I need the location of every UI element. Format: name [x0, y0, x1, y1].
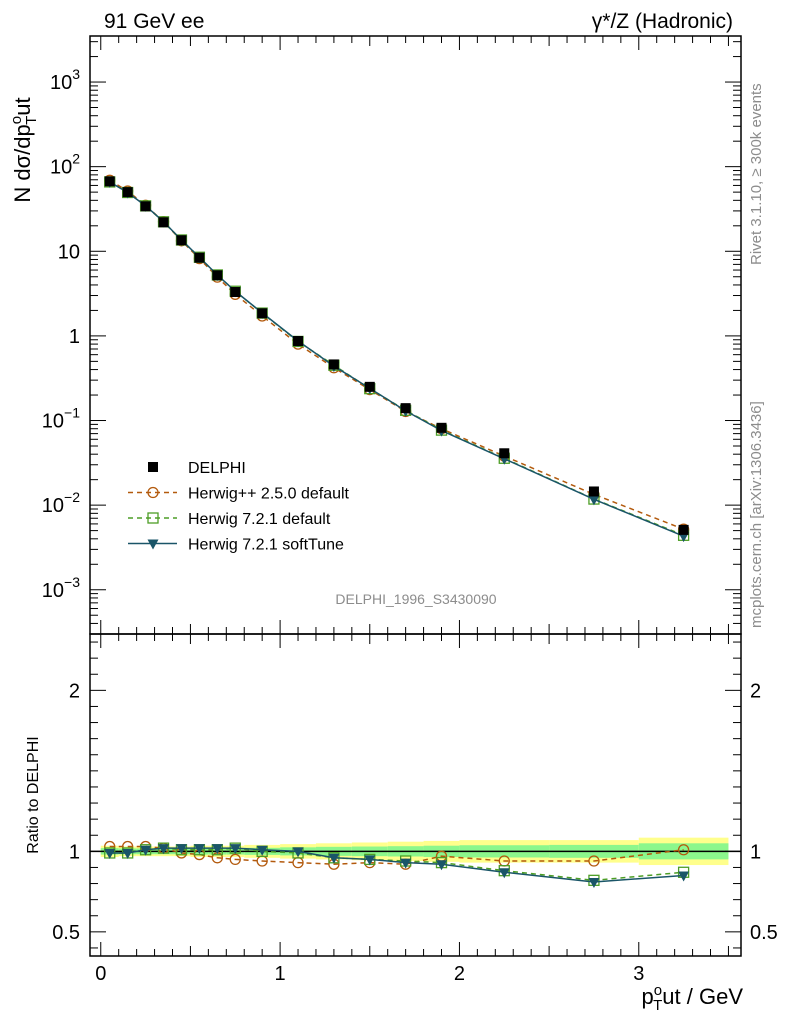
data-point: [436, 422, 447, 433]
herwigpp-marker: [229, 853, 241, 866]
top-y-axis-title: N dσ/dpoTut: [8, 97, 40, 202]
axis-ticks: 0 1 2 3 10−3 10−2 10−1 1 10 102 103 0.5 0.5 1 1 2 2: [42, 36, 778, 985]
data-point: [364, 381, 375, 392]
data-point: [230, 287, 241, 298]
top-y-tick-label: 10−2: [42, 489, 80, 517]
xlabel-tail: ut / GeV: [662, 984, 743, 1009]
data-point: [158, 217, 169, 228]
data-point: [194, 252, 205, 263]
ratio-y-tick-label-right: 2: [750, 680, 761, 702]
svg-text:poTut / GeV: po Tut / GeV: [642, 982, 744, 1014]
softtune-marker: [364, 855, 376, 866]
data-point: [104, 176, 115, 187]
main-series-1: [104, 174, 690, 535]
ratio-y-tick-label: 1: [69, 841, 80, 863]
top-y-tick-label: 10: [58, 241, 80, 263]
softtune-marker: [193, 844, 205, 855]
xlabel-sup: o: [654, 982, 662, 999]
top-y-tick-label: 10−3: [42, 574, 80, 602]
legend-entry: Herwig 7.2.1 softTune: [128, 537, 344, 554]
ratio-series-layer: [104, 840, 690, 888]
data-point: [293, 336, 304, 347]
softtune-marker: [211, 844, 223, 855]
softtune-marker: [498, 868, 510, 879]
softtune-marker: [256, 845, 268, 856]
legend-entry: Herwig 7.2.1 default: [128, 511, 331, 528]
herwigpp-marker: [588, 855, 600, 867]
softtune-marker: [140, 845, 152, 856]
data-point: [257, 308, 268, 319]
softtune-marker: [436, 860, 448, 871]
herwigpp-marker: [677, 844, 690, 856]
herwig721-marker: [147, 512, 159, 524]
data-point: [122, 187, 133, 198]
softtune-marker: [175, 844, 187, 855]
x-tick-label: 2: [454, 963, 465, 985]
ratio-y-tick-label-right: 0.5: [750, 922, 778, 944]
ylabel-sub: T: [23, 116, 40, 125]
ratio-series-line: [109, 845, 684, 865]
top-y-tick-label: 103: [50, 66, 80, 94]
softtune-marker: [104, 848, 116, 859]
svg-text:N dσ/dpoTut: N dσ/dpoTut: [8, 97, 40, 202]
softtune-marker: [588, 877, 600, 888]
ylabel-sup: o: [8, 116, 25, 124]
header-left: 91 GeV ee: [104, 10, 204, 33]
ratio-series-3: [104, 844, 690, 888]
data-point: [140, 201, 151, 212]
main-series-0: [104, 176, 689, 535]
legend-label: Herwig 7.2.1 default: [188, 511, 331, 528]
top-y-tick-label: 10−1: [42, 405, 80, 433]
data-point: [588, 486, 599, 497]
ylabel-main: N dσ/dp: [10, 124, 35, 202]
x-axis-title: po Tut / GeV: [642, 982, 744, 1014]
softtune-marker: [328, 853, 340, 864]
softtune-marker: [678, 871, 690, 882]
x-tick-label: 0: [95, 963, 106, 985]
xlabel-main: p: [642, 984, 654, 1009]
data-point: [148, 462, 158, 472]
softtune-marker: [588, 495, 600, 506]
data-point: [176, 235, 187, 246]
legend-label: Herwig++ 2.5.0 default: [188, 486, 350, 503]
ratio-y-tick-label: 0.5: [52, 922, 80, 944]
main-series-line: [109, 181, 684, 537]
x-tick-label: 1: [275, 963, 286, 985]
softtune-marker: [229, 844, 241, 855]
top-y-tick-label: 1: [69, 326, 80, 348]
data-point: [499, 448, 510, 459]
analysis-watermark: DELPHI_1996_S3430090: [335, 591, 496, 607]
ratio-panel-frame: [89, 633, 742, 957]
main-series-layer: [104, 174, 690, 543]
ratio-y-tick-label-right: 1: [750, 841, 761, 863]
legend-label: DELPHI: [188, 460, 246, 477]
softtune-marker: [158, 844, 170, 855]
rivet-label: Rivet 3.1.10, ≥ 300k events: [748, 83, 765, 265]
mcplots-label: mcplots.cern.ch [arXiv:1306.3436]: [748, 401, 765, 628]
ylabel-tail: ut: [10, 97, 35, 115]
legend-entry: DELPHI: [148, 460, 246, 477]
softtune-marker: [292, 847, 304, 858]
softtune-marker: [400, 858, 412, 869]
data-point: [400, 403, 411, 414]
softtune-marker: [122, 848, 134, 859]
ratio-y-tick-label: 2: [69, 680, 80, 702]
ratio-y-axis-title: Ratio to DELPHI: [25, 736, 42, 853]
xlabel-sub: T: [653, 997, 662, 1014]
top-y-tick-label: 102: [50, 151, 80, 179]
header-right: γ*/Z (Hadronic): [592, 10, 733, 33]
data-point: [328, 359, 339, 370]
data-point: [212, 270, 223, 281]
herwigpp-marker: [147, 486, 159, 499]
legend-label: Herwig 7.2.1 softTune: [188, 537, 344, 554]
softtune-marker: [147, 539, 159, 550]
main-series-line: [109, 181, 684, 537]
legend: DELPHI Herwig++ 2.5.0 default Herwig 7.2.1…: [128, 460, 350, 554]
legend-entry: Herwig++ 2.5.0 default: [128, 486, 350, 503]
x-tick-label: 3: [633, 963, 644, 985]
data-point: [678, 524, 689, 535]
